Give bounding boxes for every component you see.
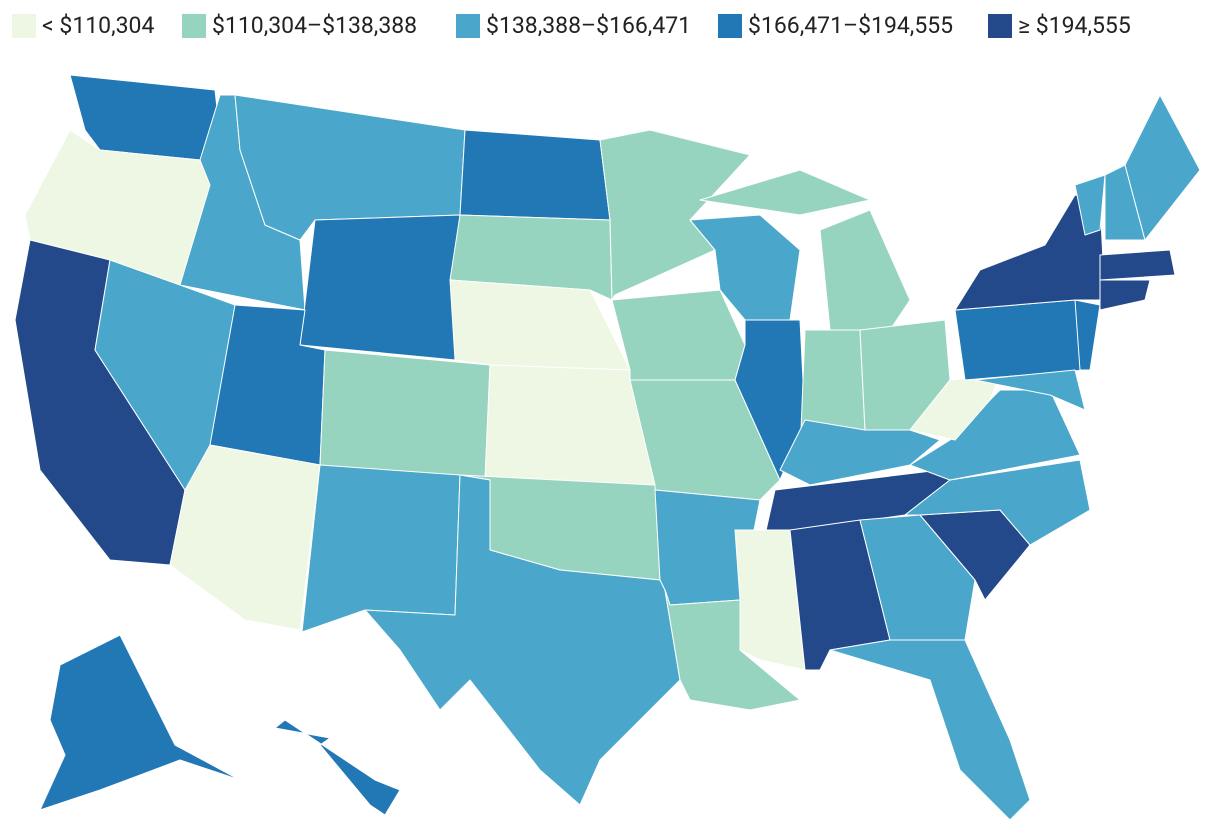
region	[909, 374, 1001, 441]
region	[299, 214, 461, 361]
region	[39, 634, 241, 811]
legend-swatch	[456, 14, 480, 38]
region	[1074, 299, 1101, 371]
region	[1074, 174, 1106, 236]
region	[1099, 249, 1176, 281]
region	[459, 129, 611, 221]
region	[319, 349, 491, 481]
region	[954, 194, 1106, 311]
legend-label: $166,471–$194,555	[748, 12, 953, 39]
region	[1124, 94, 1201, 241]
region	[954, 299, 1086, 381]
legend-label: $110,304–$138,388	[212, 12, 417, 39]
region	[274, 719, 401, 816]
region	[449, 214, 613, 301]
region	[819, 209, 911, 331]
legend-label: ≥ $194,555	[1018, 12, 1131, 39]
legend-label: $138,388–$166,471	[486, 12, 691, 39]
region	[1099, 279, 1151, 311]
legend-swatch	[718, 14, 742, 38]
region	[699, 169, 871, 216]
region	[829, 639, 1031, 821]
legend-label: < $110,304	[42, 12, 154, 39]
legend-swatch	[988, 14, 1012, 38]
region	[301, 464, 461, 633]
legend-swatch	[12, 14, 36, 38]
region	[904, 459, 1091, 546]
region	[734, 319, 806, 481]
region	[364, 474, 681, 806]
region	[779, 419, 941, 486]
region	[974, 369, 1086, 411]
legend-swatch	[182, 14, 206, 38]
region	[484, 364, 656, 486]
region	[611, 289, 746, 381]
